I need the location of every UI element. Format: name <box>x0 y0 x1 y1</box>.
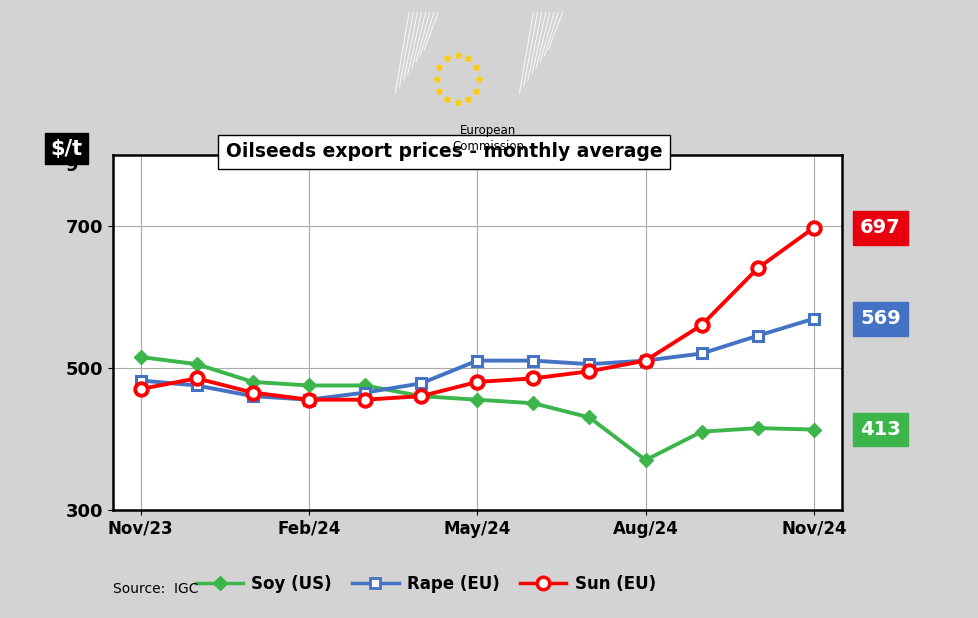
Text: Source:  IGC: Source: IGC <box>112 582 198 596</box>
Text: 569: 569 <box>860 309 900 328</box>
Legend: Soy (US), Rape (EU), Sun (EU): Soy (US), Rape (EU), Sun (EU) <box>190 568 662 599</box>
Text: 413: 413 <box>860 420 900 439</box>
Text: $/t: $/t <box>51 138 82 158</box>
Text: European
Commission: European Commission <box>452 124 523 153</box>
Text: 9: 9 <box>66 158 77 176</box>
Text: Oilseeds export prices - monthly average: Oilseeds export prices - monthly average <box>225 142 661 161</box>
Text: 697: 697 <box>860 218 900 237</box>
